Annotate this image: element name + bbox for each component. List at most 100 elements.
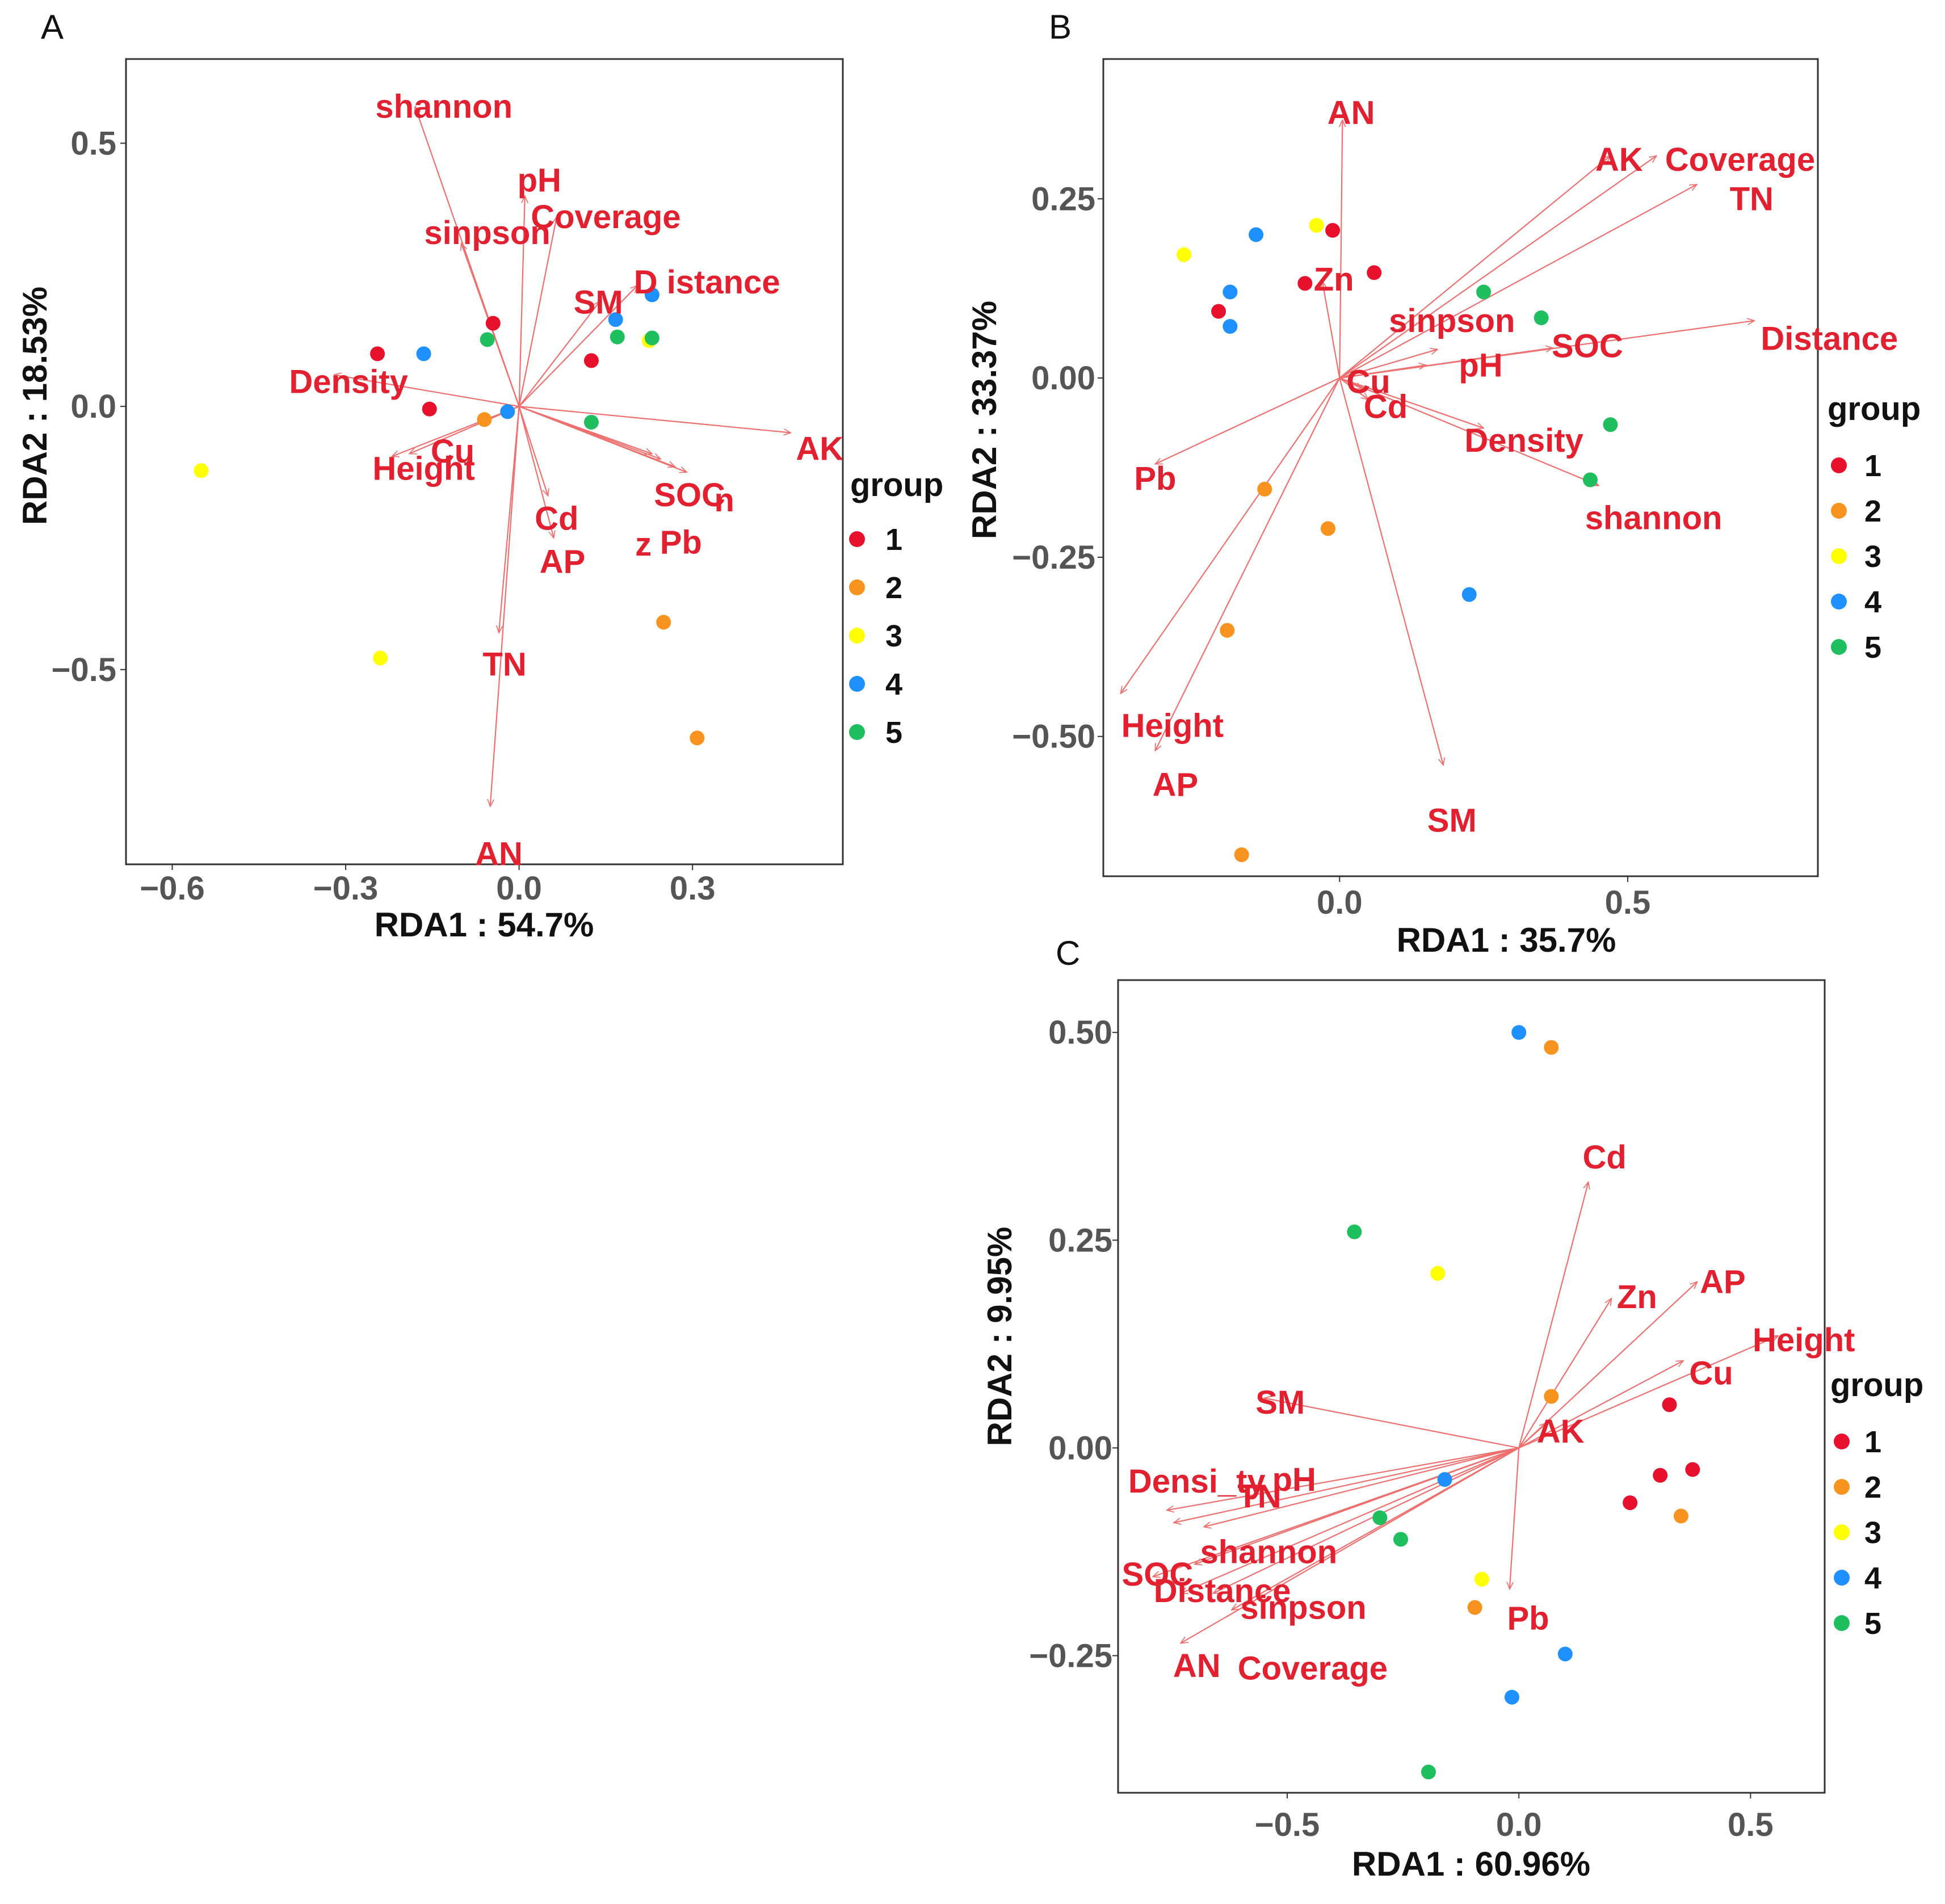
panel-a-x-tick-label: 0.3 <box>670 870 716 907</box>
panel-a-vector-coverage <box>518 217 557 407</box>
panel-c-vector-soc <box>1153 1447 1519 1577</box>
panel-c-legend-label-4: 4 <box>1864 1561 1881 1595</box>
panel-a-legend-label-1: 1 <box>885 523 902 557</box>
panel-c-point-group-5 <box>1421 1764 1436 1780</box>
panel-a-point-group-1 <box>370 346 385 362</box>
panel-b-vector-label-an: AN <box>1328 95 1375 132</box>
panel-b-legend: group 1 2 3 4 5 <box>1828 390 1921 665</box>
panel-c-y-axis-title: RDA2 : 9.95% <box>981 1227 1019 1447</box>
panel-c-point-group-5 <box>1347 1224 1362 1239</box>
panel-b-legend-swatch-1 <box>1831 457 1847 473</box>
panel-b-y-tick-label: −0.50 <box>1012 718 1095 755</box>
panel-c-x-tick-label: 0.0 <box>1496 1806 1542 1843</box>
panel-b-x-tick-label: 0.0 <box>1317 884 1363 921</box>
panel-b-vector-label-tn: TN <box>1730 180 1774 217</box>
panel-b-vector-label-zn: Zn <box>1314 261 1354 298</box>
panel-c-vector-label-cd: Cd <box>1583 1139 1627 1176</box>
panel-a-vector-pb <box>519 406 661 459</box>
panel-a-vector-label-soc: SOC <box>654 477 725 514</box>
panel-c-legend-swatch-4 <box>1834 1570 1850 1586</box>
panel-b-vector-label-pb: Pb <box>1134 460 1176 497</box>
panel-c-vector-label-tn: TN <box>1237 1478 1281 1515</box>
panel-a-legend-swatch-1 <box>849 531 865 547</box>
panel-a-vector-label-ph: pH <box>518 162 561 199</box>
panel-a-legend-swatch-5 <box>849 724 865 740</box>
panel-b-vector-density <box>1339 377 1484 428</box>
panel-c-vector-ak <box>1518 1423 1547 1449</box>
panel-c-legend-title: group <box>1830 1367 1923 1403</box>
panel-b-point-group-5 <box>1582 472 1598 487</box>
panel-b-vector-label-soc: SOC <box>1552 327 1623 364</box>
panel-b-point-group-5 <box>1476 284 1492 300</box>
panel-b-x-axis-title: RDA1 : 35.7% <box>1397 921 1616 959</box>
panel-a-vectors <box>334 106 791 806</box>
panel-c-vector-coverage <box>1232 1447 1519 1610</box>
panel-a-point-group-4 <box>644 287 659 302</box>
panel-a-y-axis-title: RDA2 : 18.53% <box>16 287 54 525</box>
panel-c-point-group-1 <box>1653 1468 1668 1483</box>
panel-b-legend-title: group <box>1828 390 1921 427</box>
panel-c-vector-height <box>1518 1335 1778 1449</box>
panel-a-vector-label-density: Density <box>289 364 408 401</box>
panel-b-point-group-1 <box>1297 276 1313 291</box>
panel-b-legend-swatch-4 <box>1831 594 1847 610</box>
panel-c-vector-label-coverage: Coverage <box>1238 1650 1388 1687</box>
panel-a-legend-swatch-4 <box>849 676 865 692</box>
panel-c-vector-label-ak: AK <box>1537 1413 1585 1450</box>
panel-a-vector-tn <box>499 406 520 633</box>
panel-a-vector-height <box>392 406 520 456</box>
panel-b-legend-swatch-3 <box>1831 548 1847 564</box>
panel-a-vector-label-d-istance: D istance <box>634 264 780 301</box>
panel-c-point-group-4 <box>1511 1025 1527 1040</box>
panel-a-legend-label-3: 3 <box>885 619 902 653</box>
panel-c-point-group-3 <box>1474 1571 1489 1587</box>
panel-b-point-group-1 <box>1367 265 1382 280</box>
panel-c-vector-label-ph: pH <box>1272 1461 1316 1498</box>
panel-c-ticks: −0.5 0.0 0.5 −0.25 0.00 0.25 0.50 <box>1029 1014 1773 1843</box>
panel-a-legend-title: group <box>850 466 943 503</box>
panel-b-vector-label-shannon: shannon <box>1585 499 1723 536</box>
panel-a-point-group-5 <box>583 414 599 430</box>
panel-b-vector-label-density: Density <box>1464 422 1583 459</box>
panel-b-x-tick-label: 0.5 <box>1605 884 1651 921</box>
panel-a-vector-ph <box>518 196 525 407</box>
panel-b-plot-frame <box>1102 58 1819 877</box>
panel-c-plot-frame <box>1117 979 1826 1794</box>
panel-b-vector-label-cd: Cd <box>1364 389 1408 426</box>
panel-a-legend-label-4: 4 <box>885 667 902 701</box>
panel-a-vector-sm <box>518 301 600 407</box>
panel-b-vector-label-distance: Distance <box>1761 321 1898 358</box>
panel-a-ticks: −0.6 −0.3 0.0 0.3 −0.5 0.0 0.5 <box>52 125 716 907</box>
panel-b-vector-coverage <box>1339 156 1656 379</box>
panel-b-legend-swatch-5 <box>1831 639 1847 655</box>
panel-a-vector-density <box>334 375 519 407</box>
panel-a-plot-frame <box>125 58 844 865</box>
panel-c-x-tick-label: 0.5 <box>1728 1806 1774 1843</box>
panel-c-point-group-4 <box>1557 1646 1573 1662</box>
panel-b-vector-label-cu: Cu <box>1346 363 1390 400</box>
panel-a-vector-label-an: AN <box>475 835 523 872</box>
panel-c-y-tick-label: 0.50 <box>1048 1014 1112 1051</box>
panel-a-point-group-5 <box>644 330 659 346</box>
panel-b-vector-zn <box>1322 281 1341 379</box>
panel-a-vector-ap <box>518 406 554 538</box>
panel-b-point-group-4 <box>1223 284 1238 300</box>
panel-a-vector-label-sm: SM <box>574 284 623 321</box>
panel-c-vector-label-ap: AP <box>1700 1264 1746 1301</box>
panel-b-legend-label-5: 5 <box>1864 631 1881 665</box>
panel-b-point-group-1 <box>1325 222 1341 238</box>
panel-b: B 0.0 0.5 −0.50 −0.25 0.00 0.25 AN AK CoverageT… <box>965 8 1921 959</box>
panel-c-point-group-3 <box>1430 1266 1446 1281</box>
panel-a-vector-label-shannon: shannon <box>375 88 512 125</box>
panel-b-point-group-2 <box>1257 481 1272 497</box>
panel-c-point-group-4 <box>1504 1689 1519 1705</box>
panel-b-point-group-2 <box>1320 521 1335 536</box>
panel-c-legend-swatch-5 <box>1834 1615 1850 1631</box>
panel-c-vector-label-an: AN <box>1173 1647 1221 1684</box>
panel-b-y-tick-label: 0.25 <box>1031 180 1095 217</box>
panel-b-vector-label-height: Height <box>1121 708 1224 745</box>
panel-c-vector-densi-ty <box>1167 1447 1519 1510</box>
panel-c-legend: group 1 2 3 4 5 <box>1830 1367 1923 1641</box>
panel-b-point-group-4 <box>1249 227 1264 242</box>
